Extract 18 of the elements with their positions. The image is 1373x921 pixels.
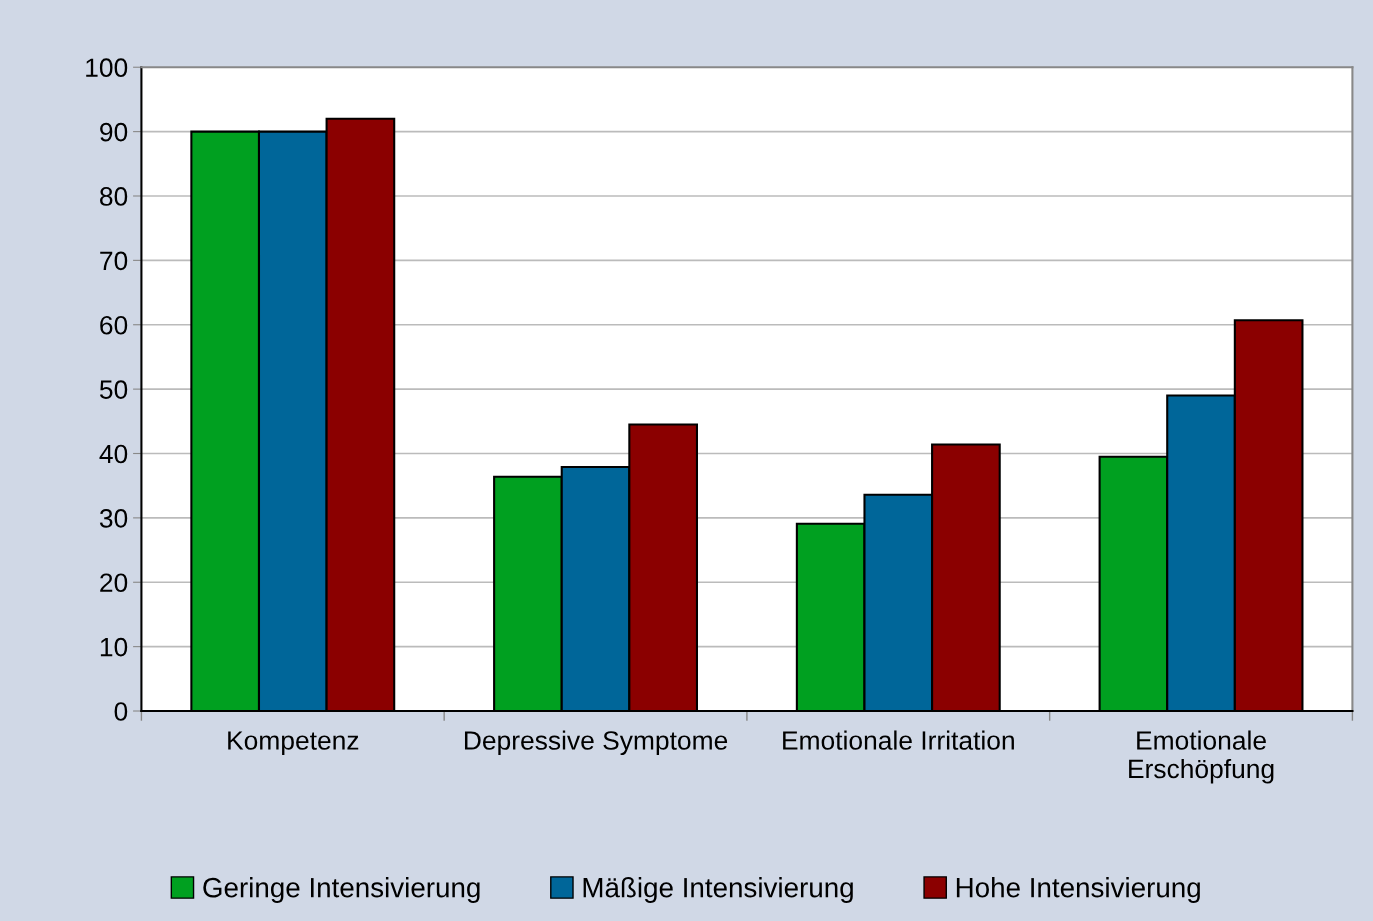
legend-label: Hohe Intensivierung bbox=[956, 877, 1200, 903]
y-tick-label: 100 bbox=[86, 58, 128, 78]
x-tick-label: Kompetenz bbox=[228, 731, 359, 756]
legend-label: Geringe Intensivierung bbox=[203, 877, 480, 903]
y-tick-label: 40 bbox=[99, 444, 128, 464]
y-tick-label: 20 bbox=[100, 573, 128, 593]
y-tick-label: 0 bbox=[114, 702, 128, 721]
y-tick-label: 70 bbox=[100, 251, 128, 271]
x-tick-label: Depressive Symptome bbox=[464, 730, 728, 756]
legend-label: Mäßige Intensivierung bbox=[583, 877, 853, 903]
y-tick-label: 10 bbox=[100, 637, 128, 657]
y-tick-label: 80 bbox=[100, 187, 128, 206]
x-tick-label: Emotionale Erschöpfung bbox=[1129, 730, 1274, 784]
x-tick-label: Emotionale Irritation bbox=[783, 730, 1014, 750]
y-tick-label: 60 bbox=[100, 315, 128, 335]
y-tick-label: 90 bbox=[100, 122, 128, 142]
y-tick-label: 50 bbox=[99, 380, 128, 399]
y-tick-label: 30 bbox=[99, 509, 128, 528]
